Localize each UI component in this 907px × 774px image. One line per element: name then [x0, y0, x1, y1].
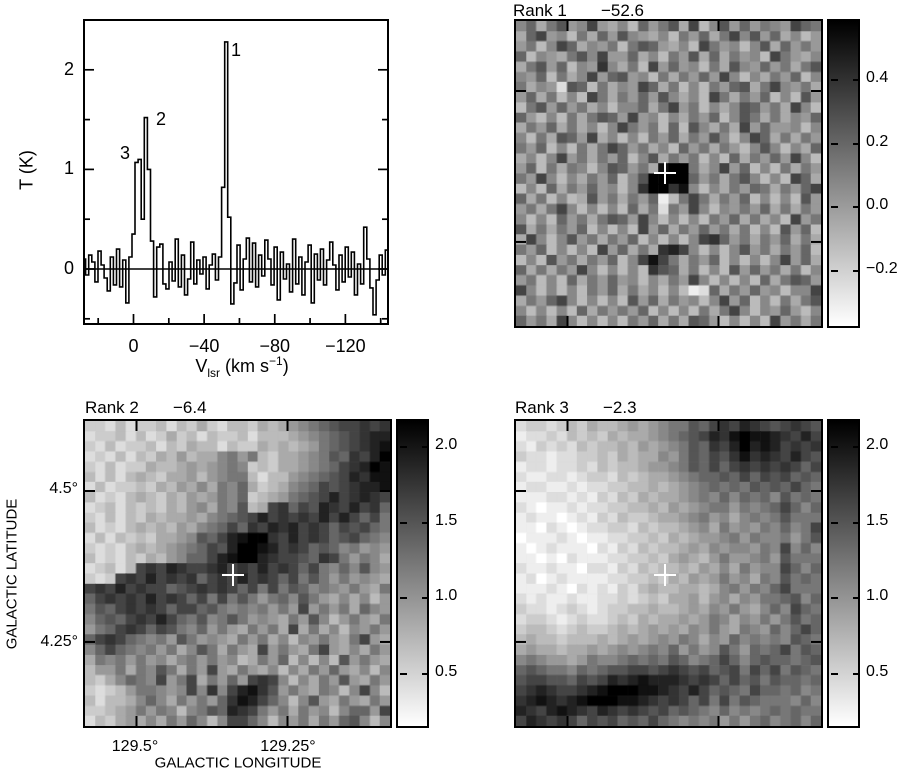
map2-colorbar-tick — [400, 446, 407, 449]
spectrum-plot — [83, 19, 389, 325]
map1-rank-label: Rank 1 — [513, 1, 567, 20]
spectrum-y-tick-label: 2 — [63, 58, 74, 79]
map1-colorbar-tick — [831, 79, 838, 82]
map2-colorbar-tick — [400, 672, 407, 675]
longitude-tick-label: 129.5° — [111, 738, 159, 755]
map3-velocity-label: −2.3 — [603, 398, 637, 417]
map1-colorbar-tick — [853, 142, 860, 145]
map1-colorbar-tick-label: 0.0 — [866, 196, 889, 214]
latitude-tick-label: 4.5° — [49, 479, 78, 497]
map1-colorbar-tick — [831, 269, 838, 272]
xlabel-mid: (km s — [220, 356, 269, 377]
map2-cross-vertical — [231, 564, 235, 587]
map2-heatmap-canvas — [83, 419, 392, 728]
map1-colorbar-tick-label: −0.2 — [866, 259, 898, 277]
peak-3-label: 3 — [120, 143, 131, 163]
map3-colorbar-tick — [853, 446, 860, 449]
longitude-axis-title: GALACTIC LONGITUDE — [154, 754, 322, 772]
spectrum-x-tick-label: −80 — [259, 336, 291, 356]
spectrum-x-tick-label: 0 — [128, 336, 139, 356]
map3-cross-vertical — [663, 564, 667, 587]
map2-colorbar-tick — [422, 446, 429, 449]
map2-colorbar-tick — [422, 597, 429, 600]
map3-colorbar-tick — [831, 521, 838, 524]
spectrum-frame — [83, 19, 389, 325]
map2-colorbar — [396, 419, 429, 728]
map2-colorbar-tick-label: 0.5 — [435, 662, 458, 680]
map3-colorbar-tick-label: 2.0 — [866, 436, 889, 454]
spectrum-x-tick-label: −40 — [188, 336, 220, 356]
map1-colorbar-tick — [831, 206, 838, 209]
map2-colorbar-tick-label: 1.5 — [435, 511, 458, 529]
spectrum-x-tick-label: −120 — [325, 336, 366, 356]
map3-colorbar-tick-label: 1.0 — [866, 587, 889, 605]
spectrum-x-axis-title: Vlsr (km s−1) — [195, 354, 288, 380]
map3-colorbar — [827, 419, 860, 728]
map3-colorbar-tick-label: 1.5 — [866, 511, 889, 529]
map1-colorbar-tick — [853, 79, 860, 82]
spectrum-y-axis-title: T (K) — [16, 150, 37, 190]
map3-heatmap-canvas — [514, 419, 823, 728]
map1-colorbar-tick-label: 0.2 — [866, 132, 889, 150]
map2-colorbar-tick — [400, 597, 407, 600]
map1-colorbar — [827, 19, 860, 328]
map3-colorbar-tick — [831, 597, 838, 600]
xlabel-base: V — [195, 356, 208, 377]
xlabel-end: ) — [282, 356, 289, 377]
map2-colorbar-tick-label: 1.0 — [435, 587, 458, 605]
map3-colorbar-tick — [853, 672, 860, 675]
map2-colorbar-tick — [422, 672, 429, 675]
xlabel-subscript: lsr — [207, 365, 220, 380]
map3-colorbar-tick — [853, 521, 860, 524]
map1-colorbar-tick — [831, 142, 838, 145]
map3-colorbar-tick — [853, 597, 860, 600]
map3-colorbar-tick — [831, 446, 838, 449]
map2-velocity-label: −6.4 — [173, 398, 207, 417]
longitude-tick-label: 129.25° — [260, 738, 316, 755]
latitude-axis-title: GALACTIC LATITUDE — [3, 498, 21, 650]
spectrum-y-tick-label: 1 — [63, 158, 74, 179]
map2-colorbar-tick — [422, 521, 429, 524]
map3-rank-label: Rank 3 — [515, 398, 569, 417]
spectrum-trace — [83, 41, 389, 316]
map2-colorbar-tick — [400, 521, 407, 524]
spectrum-y-tick-label: 0 — [63, 258, 74, 278]
map2-rank-label: Rank 2 — [85, 398, 139, 417]
map3-colorbar-tick-label: 0.5 — [866, 662, 889, 680]
peak-2-label: 2 — [156, 109, 167, 129]
xlabel-superscript: −1 — [269, 354, 283, 369]
latitude-tick-label: 4.25° — [40, 632, 78, 650]
map3-colorbar-tick — [831, 672, 838, 675]
map1-colorbar-tick — [853, 206, 860, 209]
map1-colorbar-tick-label: 0.4 — [866, 69, 889, 87]
map2-colorbar-tick-label: 2.0 — [435, 436, 458, 454]
map1-colorbar-tick — [853, 269, 860, 272]
map1-velocity-label: −52.6 — [601, 1, 645, 20]
map1-cross-vertical — [663, 161, 667, 184]
peak-1-label: 1 — [231, 40, 242, 60]
